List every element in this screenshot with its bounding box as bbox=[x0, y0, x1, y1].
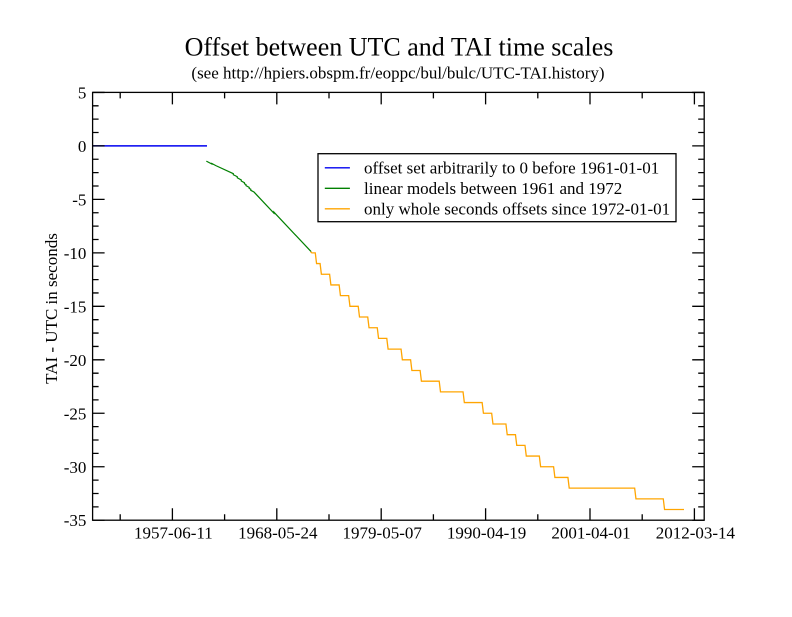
svg-text:5: 5 bbox=[78, 83, 87, 102]
svg-text:-5: -5 bbox=[72, 190, 86, 209]
svg-text:offset set arbitrarily to 0 be: offset set arbitrarily to 0 before 1961-… bbox=[364, 159, 659, 178]
svg-text:Offset between UTC and TAI tim: Offset between UTC and TAI time scales bbox=[185, 32, 614, 61]
svg-text:-30: -30 bbox=[64, 458, 87, 477]
svg-text:(see http://hpiers.obspm.fr/eo: (see http://hpiers.obspm.fr/eoppc/bul/bu… bbox=[191, 63, 604, 82]
svg-text:only whole seconds offsets sin: only whole seconds offsets since 1972-01… bbox=[364, 200, 670, 219]
svg-text:-35: -35 bbox=[64, 511, 87, 530]
svg-text:-15: -15 bbox=[64, 297, 87, 316]
svg-text:-10: -10 bbox=[64, 244, 87, 263]
svg-text:1957-06-11: 1957-06-11 bbox=[134, 523, 213, 542]
svg-text:1968-05-24: 1968-05-24 bbox=[238, 523, 318, 542]
svg-text:-20: -20 bbox=[64, 351, 87, 370]
svg-text:linear models between 1961 and: linear models between 1961 and 1972 bbox=[364, 179, 622, 198]
svg-text:0: 0 bbox=[78, 137, 87, 156]
svg-text:2012-03-14: 2012-03-14 bbox=[656, 523, 736, 542]
svg-text:2001-04-01: 2001-04-01 bbox=[551, 523, 630, 542]
svg-text:TAI - UTC in seconds: TAI - UTC in seconds bbox=[42, 233, 61, 384]
svg-text:1990-04-19: 1990-04-19 bbox=[447, 523, 526, 542]
svg-text:1979-05-07: 1979-05-07 bbox=[343, 523, 423, 542]
svg-text:-25: -25 bbox=[64, 404, 87, 423]
